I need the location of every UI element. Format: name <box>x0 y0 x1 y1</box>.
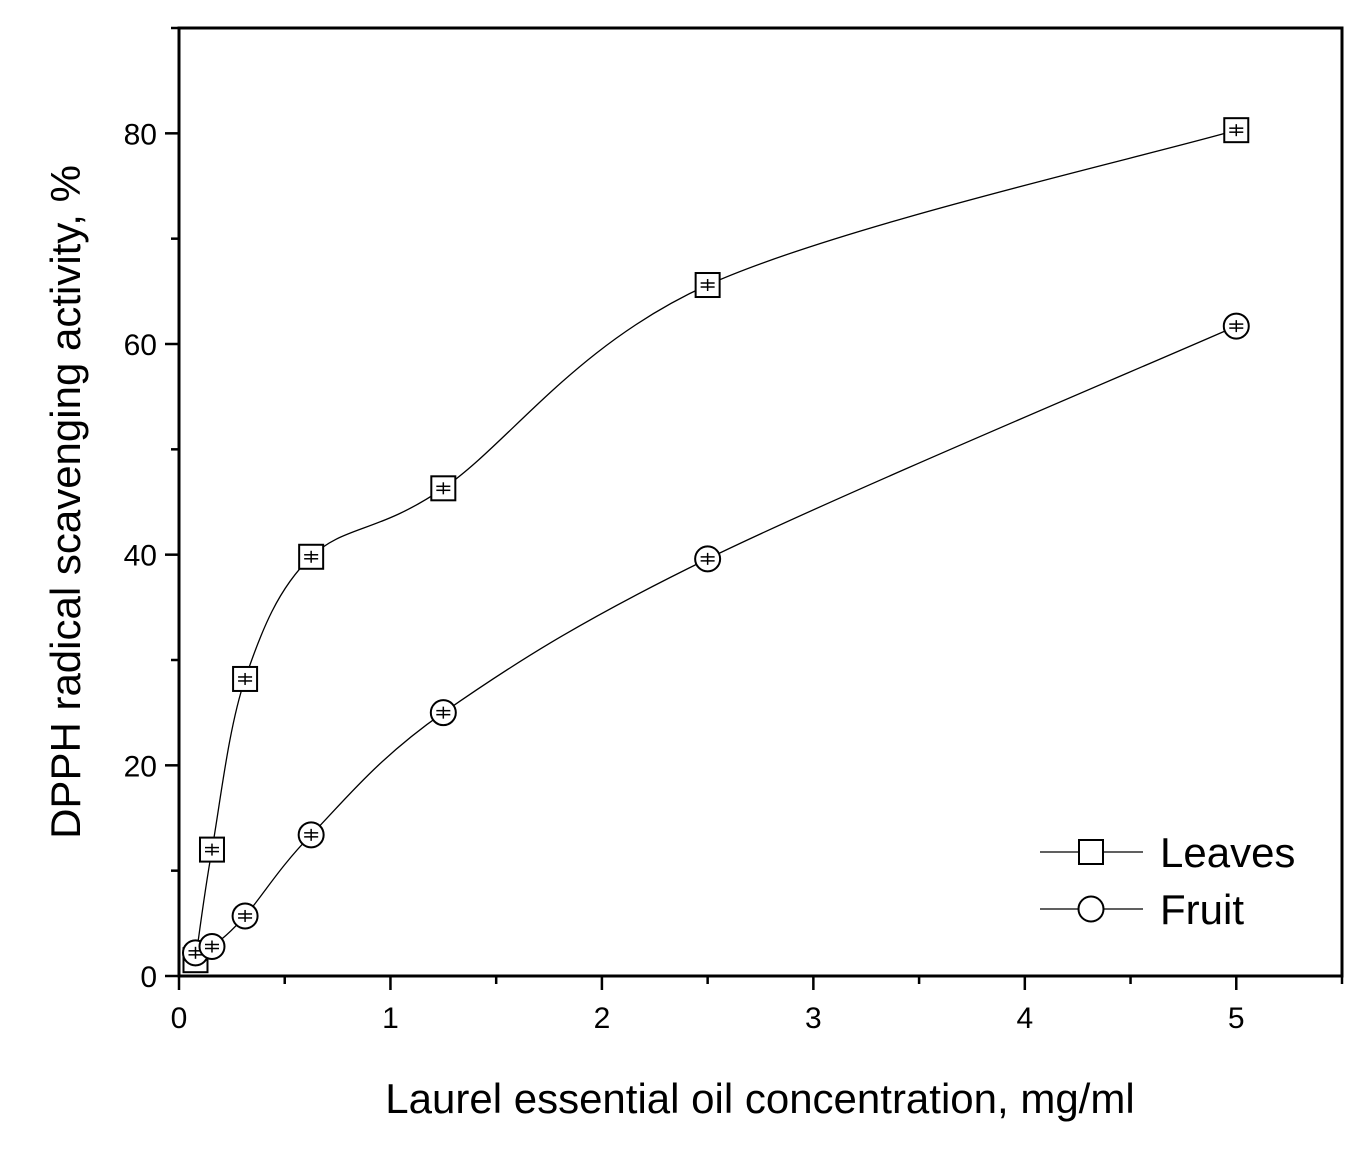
data-point-fruit <box>198 933 226 961</box>
x-tick-label: 1 <box>382 1002 399 1035</box>
x-tick-label: 0 <box>171 1002 188 1035</box>
x-tick-label: 2 <box>594 1002 611 1035</box>
data-point-leaves <box>198 836 225 863</box>
data-point-fruit <box>694 545 722 573</box>
legend-marker <box>1077 895 1105 923</box>
marker-square <box>232 665 259 692</box>
x-axis-title: Laurel essential oil concentration, mg/m… <box>385 1075 1134 1122</box>
x-tick-label: 5 <box>1228 1002 1245 1035</box>
legend: Leaves Fruit <box>1040 829 1295 933</box>
data-point-leaves <box>232 665 259 692</box>
x-axis: 0 1 2 3 4 5 <box>171 976 1344 1035</box>
legend-item-fruit: Fruit <box>1040 886 1244 933</box>
y-tick-label: 80 <box>124 118 157 151</box>
y-axis: 0 20 40 60 80 <box>124 26 179 994</box>
data-point-fruit <box>297 821 325 849</box>
marker-circle <box>1077 895 1105 923</box>
data-point-fruit <box>429 699 457 727</box>
legend-item-leaves: Leaves <box>1040 829 1295 876</box>
x-tick-label: 3 <box>805 1002 822 1035</box>
marker-square <box>430 475 457 502</box>
series-line-leaves <box>194 129 1237 961</box>
y-tick-label: 60 <box>124 329 157 362</box>
marker-square <box>694 272 721 299</box>
data-point-leaves <box>694 272 721 299</box>
legend-marker <box>1078 839 1104 865</box>
marker-square <box>1078 839 1104 865</box>
data-point-leaves <box>298 543 325 570</box>
legend-label: Leaves <box>1160 829 1295 876</box>
x-tick-label: 4 <box>1016 1002 1033 1035</box>
data-point-fruit <box>231 902 259 930</box>
series-curves <box>194 129 1237 961</box>
y-tick-label: 40 <box>124 540 157 573</box>
plot-frame <box>177 26 1344 978</box>
y-tick-label: 20 <box>124 750 157 783</box>
y-tick-label: 0 <box>140 961 157 994</box>
plot-border <box>177 26 1344 978</box>
series-markers <box>181 117 1250 974</box>
data-point-leaves <box>1223 117 1250 144</box>
data-point-leaves <box>430 475 457 502</box>
data-point-fruit <box>1222 312 1250 340</box>
y-axis-title: DPPH radical scavenging activity, % <box>42 165 89 839</box>
legend-label: Fruit <box>1160 886 1244 933</box>
